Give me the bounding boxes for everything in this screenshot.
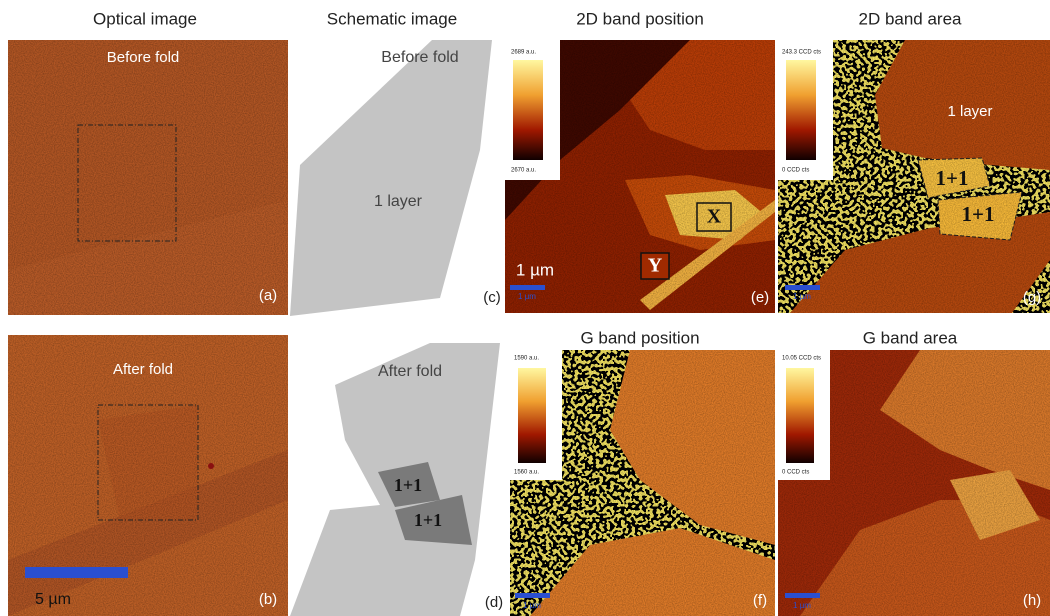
colorbar-label: 0 CCD cts [782, 470, 809, 476]
colorbar-label: 1590 a.u. [514, 356, 539, 362]
page: {"columns": ["Optical image", "Schematic… [0, 0, 1050, 616]
annotation: Before fold [381, 49, 458, 66]
colorbar-label: 2689 a.u. [511, 50, 536, 56]
panel-label: (e) [751, 289, 769, 306]
annotation: Before fold [107, 49, 180, 66]
column-title: 2D band position [576, 9, 704, 28]
region-label: 1+1 [414, 510, 442, 530]
column-title: Schematic image [327, 9, 457, 28]
column-title: Optical image [93, 9, 197, 28]
panel-b: 5 µm After fold (b) [8, 335, 288, 616]
annotation: After fold [113, 361, 173, 378]
annotation: After fold [378, 363, 442, 380]
colorbar-label: 243.3 CCD cts [782, 50, 821, 56]
colorbar-label: 2670 a.u. [511, 168, 536, 174]
marker: X [707, 206, 722, 228]
panel-d: After fold 1+1 1+1 (d) [290, 343, 503, 616]
column-title: 2D band area [858, 9, 962, 28]
region-label: 1+1 [936, 166, 969, 190]
panel-a: Before fold (a) [8, 40, 288, 315]
scale-label: 1 µm [518, 292, 536, 301]
region-label: 1+1 [394, 475, 422, 495]
panel-label: (h) [1023, 592, 1041, 609]
figure: Optical image Schematic image 2D band po… [0, 0, 1050, 616]
panel-label: (b) [259, 591, 277, 608]
region-label: 1 layer [374, 193, 423, 210]
panel-c: Before fold 1 layer (c) [290, 40, 501, 316]
colorbar-label: 0 CCD cts [782, 168, 809, 174]
region-label: 1+1 [962, 202, 995, 226]
panel-title: G band area [863, 328, 958, 347]
colorbar-label: 1560 a.u. [514, 470, 539, 476]
panel-f: 1590 a.u. 1560 a.u. 1 µm (f) [510, 350, 775, 616]
region-label: 1 layer [947, 103, 992, 120]
panel-label: (a) [259, 287, 277, 304]
panel-label: (g) [1023, 289, 1041, 306]
panel-label: (c) [483, 289, 501, 306]
scale-label: 5 µm [35, 591, 71, 608]
panel-h: 10.05 CCD cts 0 CCD cts 1 µm (h) [778, 350, 1050, 616]
scale-label: 1 µm [516, 260, 554, 279]
panel-label: (f) [753, 592, 767, 609]
marker: Y [648, 255, 663, 277]
panel-label: (d) [485, 594, 503, 611]
panel-g: 243.3 CCD cts 0 CCD cts 1 layer 1+1 1+1 … [778, 40, 1050, 313]
scale-label: 1 µm [793, 292, 811, 301]
panel-e: 2689 a.u. 2670 a.u. X Y 1 µm 1 µm (e) [505, 40, 775, 313]
colorbar-label: 10.05 CCD cts [782, 356, 821, 362]
scale-label: 1 µm [523, 601, 541, 610]
scale-label: 1 µm [793, 601, 811, 610]
panel-title: G band position [580, 328, 699, 347]
